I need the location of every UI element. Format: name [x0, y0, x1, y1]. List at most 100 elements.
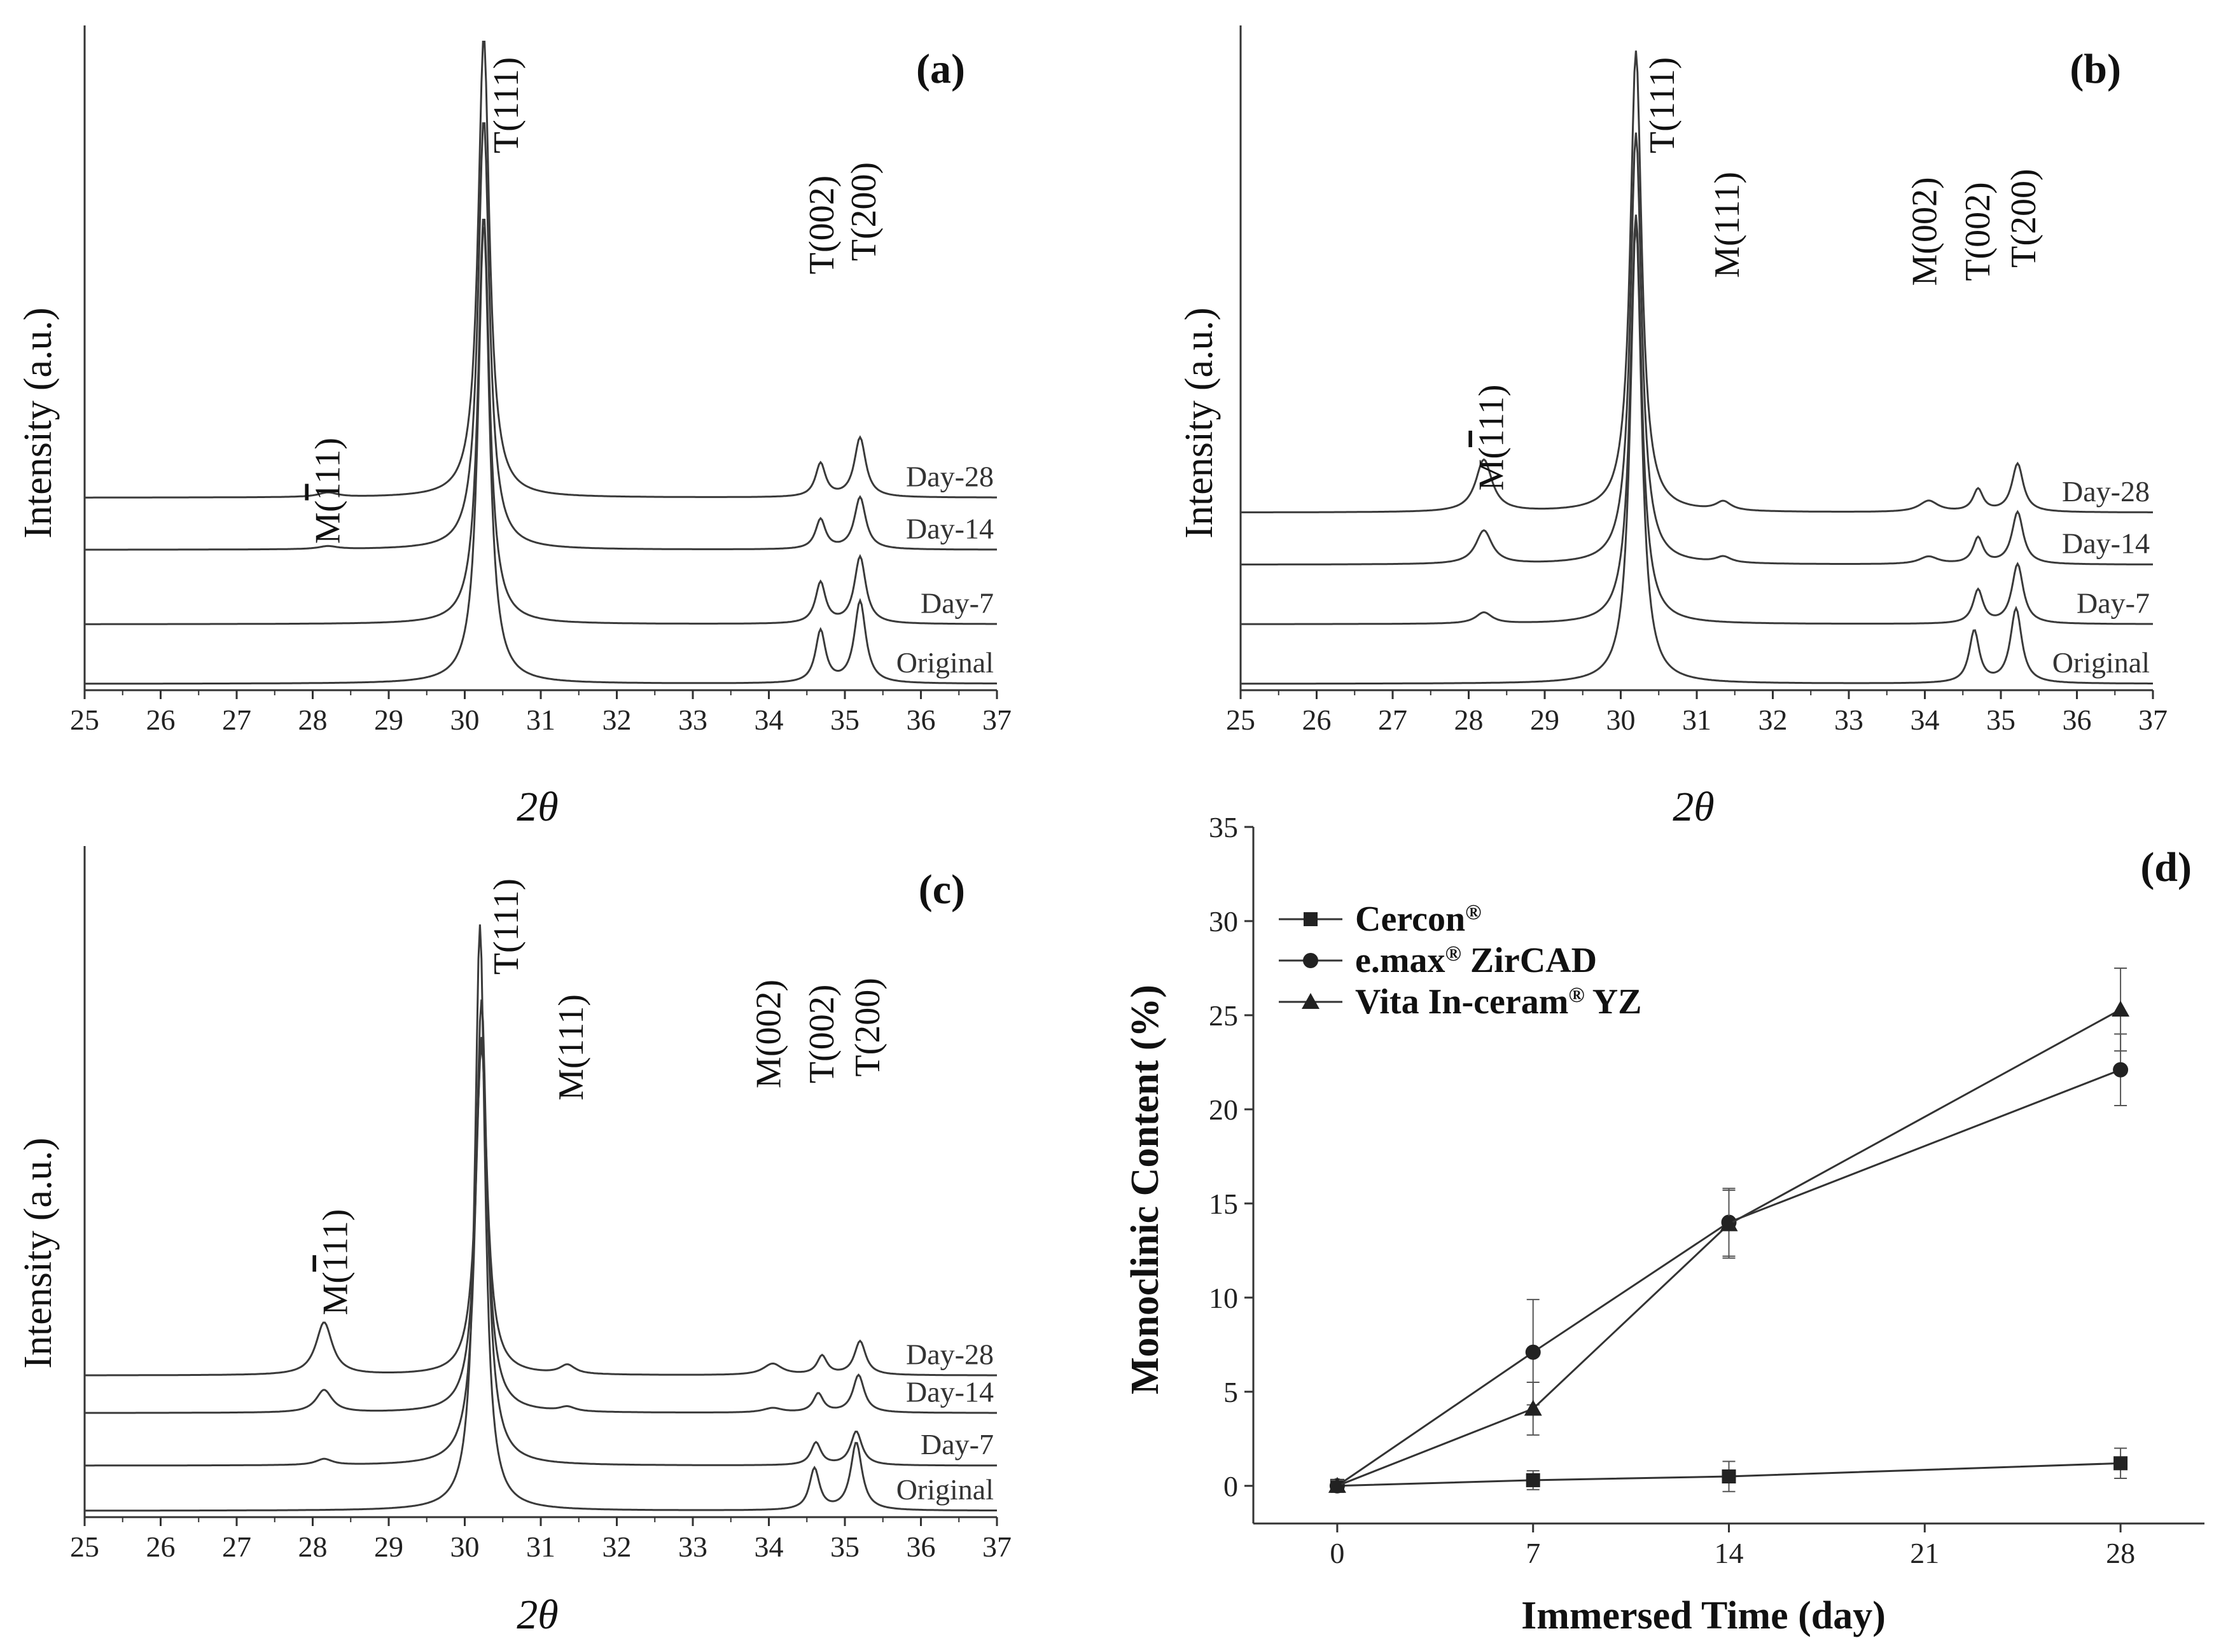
x-tick-label: 21: [1910, 1537, 1939, 1569]
legend-label: e.max® ZirCAD: [1355, 941, 1597, 980]
x-tick-label: 33: [678, 1531, 707, 1563]
peak-label: T(200): [844, 162, 884, 261]
x-tick-label: 35: [1986, 704, 2016, 736]
series-line: [1337, 1462, 2121, 1487]
xrd-panel-a: 25 26 27 28 29 30 31 32 33 34 35 36 37 Intensity (a.u…: [17, 25, 1012, 830]
xrd-panel-c: 25 26 27 28 29 30 31 32 33 34 35 36 37 Intensity (a.u…: [17, 846, 1012, 1638]
peak-label: T(111): [487, 57, 526, 153]
x-axis-title: 2θ: [517, 784, 558, 830]
y-tick-label: 25: [1209, 999, 1238, 1032]
data-point-marker: [1303, 953, 1318, 968]
y-tick-label: 15: [1209, 1188, 1238, 1220]
y-tick-label: 20: [1209, 1093, 1238, 1126]
x-tick-label: 34: [1911, 704, 1940, 736]
peak-label: T(200): [2004, 169, 2043, 268]
x-tick-label: 33: [1834, 704, 1863, 736]
curve-label: Day-7: [921, 1428, 994, 1461]
y-axis-title: Intensity (a.u.): [17, 1137, 60, 1368]
x-tick-label: 32: [1758, 704, 1788, 736]
curve-label: Original: [896, 646, 994, 679]
data-point-marker: [1328, 1476, 1346, 1493]
curve-label: Original: [2052, 646, 2150, 679]
peak-label: M(002): [1905, 177, 1945, 286]
panel-label: (d): [2140, 844, 2192, 891]
x-tick-label: 27: [1378, 704, 1407, 736]
series-line: [1337, 1008, 2121, 1487]
peak-label: M(111): [552, 994, 591, 1100]
curve-label: Day-28: [906, 1338, 994, 1370]
y-tick-label: 0: [1223, 1470, 1238, 1503]
x-tick-label: 28: [1454, 704, 1484, 736]
xrd-curve-day-14: [85, 122, 997, 551]
curve-label: Day-14: [2062, 527, 2150, 560]
x-tick-label: 0: [1330, 1537, 1344, 1569]
x-tick-label: 37: [982, 1531, 1012, 1563]
data-point-marker: [1304, 912, 1318, 926]
curve-label: Day-14: [906, 512, 994, 545]
xrd-curve-original: [85, 924, 997, 1512]
x-tick-label: 32: [602, 704, 632, 736]
x-tick-label: 32: [602, 1531, 632, 1563]
panel-label: (b): [2070, 46, 2121, 92]
x-tick-label: 30: [450, 704, 480, 736]
x-tick-label: 28: [298, 1531, 328, 1563]
data-point-marker: [1302, 993, 1319, 1009]
peak-label: T(002): [802, 985, 842, 1084]
y-axis-title: Intensity (a.u.): [17, 307, 60, 538]
curve-label: Original: [896, 1473, 994, 1506]
peak-label: M(111): [316, 1209, 355, 1315]
y-axis-title: Intensity (a.u.): [1178, 307, 1221, 538]
x-tick-label: 37: [982, 704, 1012, 736]
x-tick-label: 7: [1526, 1537, 1540, 1569]
peak-label: M(111): [1708, 172, 1747, 278]
peak-label: M(111): [308, 438, 347, 544]
data-point-marker: [1526, 1473, 1540, 1487]
xrd-curve-original: [1241, 222, 2153, 685]
x-tick-label: 25: [70, 704, 99, 736]
xrd-curve-day-28: [1241, 50, 2153, 513]
x-tick-label: 30: [1606, 704, 1636, 736]
data-point-marker: [1525, 1344, 1541, 1360]
x-tick-label: 33: [678, 704, 707, 736]
x-tick-label: 14: [1715, 1537, 1744, 1569]
x-tick-label: 34: [755, 704, 784, 736]
x-tick-label: 25: [70, 1531, 99, 1563]
peak-label: M(111): [1472, 384, 1511, 490]
y-tick-label: 10: [1209, 1282, 1238, 1314]
x-tick-label: 31: [526, 704, 555, 736]
xrd-curve-day-7: [85, 218, 997, 625]
curve-label: Day-7: [921, 587, 994, 619]
xrd-curve-day-14: [85, 1037, 997, 1414]
x-tick-label: 29: [374, 1531, 403, 1563]
xrd-curve-day-28: [85, 41, 997, 499]
x-tick-label: 27: [222, 1531, 251, 1563]
x-tick-label: 31: [526, 1531, 555, 1563]
x-tick-label: 35: [830, 704, 860, 736]
peak-label: T(111): [1643, 57, 1682, 153]
curve-label: Day-7: [2077, 587, 2150, 619]
curve-label: Day-28: [906, 460, 994, 492]
panel-label: (a): [916, 46, 965, 92]
data-point-marker: [1524, 1399, 1542, 1416]
x-tick-label: 28: [2106, 1537, 2135, 1569]
x-tick-label: 26: [146, 1531, 176, 1563]
x-tick-label: 36: [907, 1531, 936, 1563]
peak-label: M(002): [749, 980, 789, 1088]
peak-label: T(200): [848, 978, 888, 1077]
data-point-marker: [1720, 1215, 1738, 1232]
x-tick-label: 26: [146, 704, 176, 736]
x-tick-label: 27: [222, 704, 251, 736]
data-point-marker: [2112, 1001, 2130, 1017]
curve-label: Day-28: [2062, 475, 2150, 508]
x-tick-label: 37: [2138, 704, 2168, 736]
data-point-marker: [1722, 1469, 1736, 1484]
x-tick-label: 25: [1226, 704, 1255, 736]
y-tick-label: 30: [1209, 905, 1238, 938]
y-tick-label: 35: [1209, 811, 1238, 843]
xrd-curve-day-14: [1241, 132, 2153, 566]
panel-label: (c): [919, 866, 965, 913]
y-axis-title: Monoclinic Content (%): [1124, 985, 1167, 1394]
x-tick-label: 29: [374, 704, 403, 736]
